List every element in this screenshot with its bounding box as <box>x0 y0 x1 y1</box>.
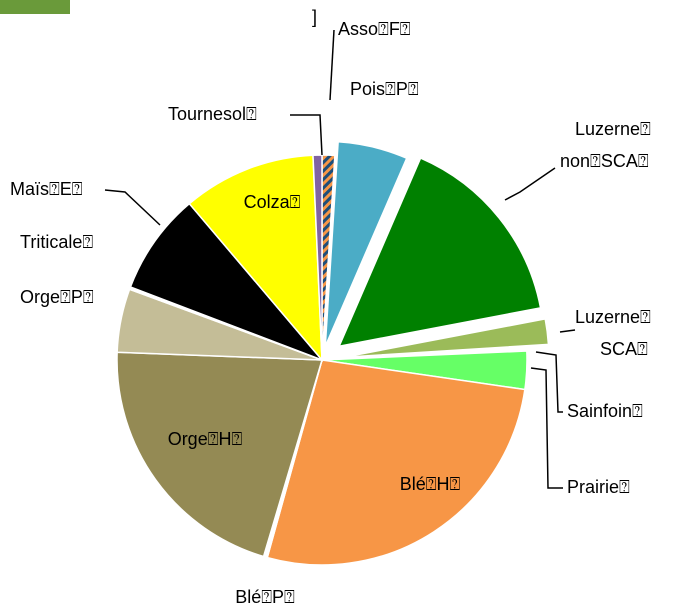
slice-label: Colza⍰ <box>244 192 301 212</box>
slice-label: Orge⍰P⍰ <box>20 287 94 307</box>
annotation: ] <box>312 7 317 27</box>
leader-line <box>105 190 160 225</box>
leader-line <box>560 330 575 332</box>
leader-line <box>330 30 334 100</box>
leader-line <box>536 352 563 412</box>
slice-label: Pois⍰P⍰ <box>350 79 419 99</box>
slice-label: Tournesol⍰ <box>168 104 257 124</box>
chart: ] Asso⍰F⍰ Pois⍰P⍰ Luzerne⍰non⍰SCA⍰ Luzerne⍰… <box>0 0 685 607</box>
leader-line <box>531 368 563 488</box>
slice-label: Maïs⍰E⍰ <box>10 179 83 199</box>
slice-label: Sainfoin⍰ <box>567 401 643 421</box>
image-fragment <box>0 0 70 14</box>
slice-label: Blé⍰H⍰ <box>400 474 461 494</box>
slice-label: Luzerne⍰SCA⍰ <box>575 307 651 359</box>
slice-label: Triticale⍰ <box>20 232 93 252</box>
leader-line <box>505 168 555 200</box>
slice-label: Prairie⍰ <box>567 477 630 497</box>
slice-label: Orge⍰H⍰ <box>168 429 243 449</box>
slice-label: Luzerne⍰non⍰SCA⍰ <box>560 119 651 171</box>
slice-label: Blé⍰P⍰ <box>235 587 295 607</box>
slice-label: Asso⍰F⍰ <box>338 19 411 39</box>
leader-line <box>290 115 322 155</box>
page: {"chart_data": {"type": "pie", "annotati… <box>0 0 685 607</box>
